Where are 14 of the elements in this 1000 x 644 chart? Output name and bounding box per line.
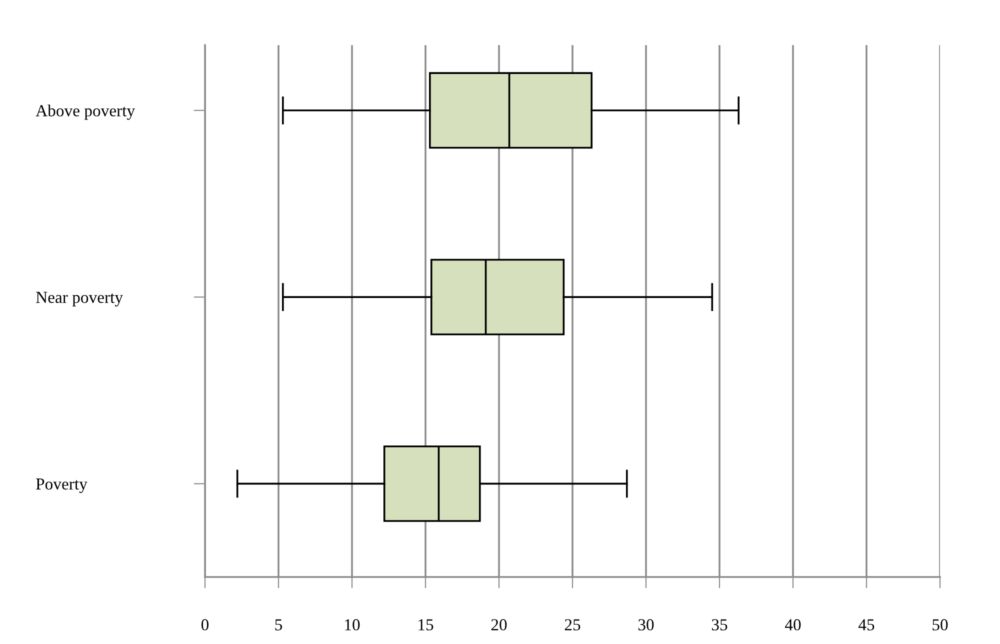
- x-tick-label: 15: [418, 619, 434, 630]
- x-tick-label: 5: [275, 619, 282, 630]
- x-tick-label: 35: [712, 619, 728, 630]
- y-tick-label: Poverty: [36, 478, 88, 494]
- x-tick-label: 50: [932, 619, 948, 630]
- x-tick-label: 30: [638, 619, 654, 630]
- x-tick-label: 45: [858, 619, 874, 630]
- y-tick-label: Above poverty: [36, 104, 135, 120]
- x-tick-label: 20: [491, 619, 507, 630]
- x-tick-label: 25: [564, 619, 580, 630]
- x-tick-label: 40: [784, 619, 801, 630]
- x-tick-label: 10: [345, 619, 360, 630]
- y-tick-label: Near poverty: [36, 292, 123, 306]
- x-tick-label: 0: [201, 619, 209, 630]
